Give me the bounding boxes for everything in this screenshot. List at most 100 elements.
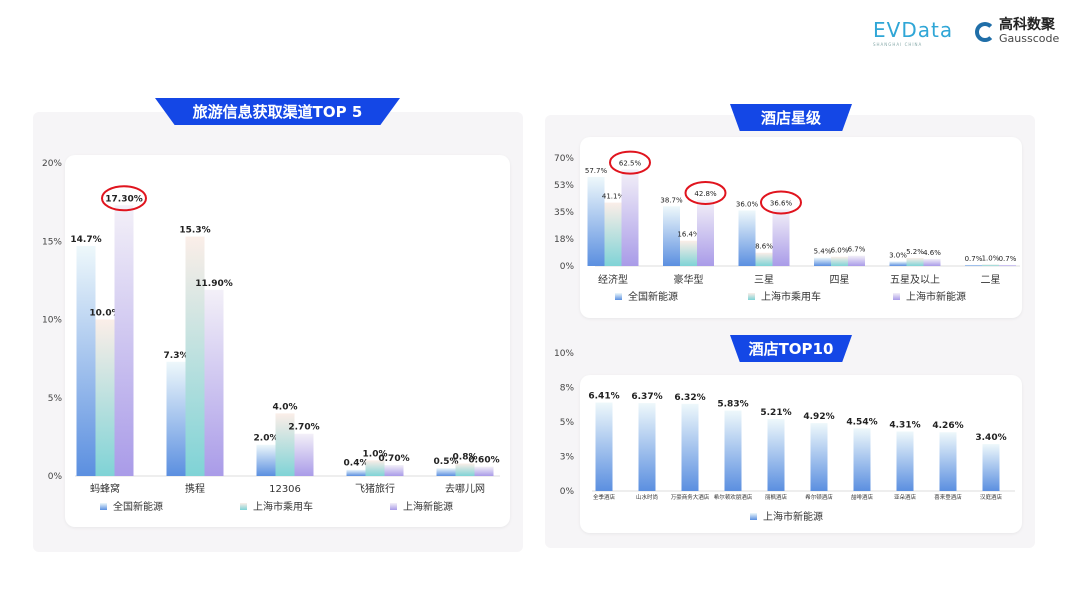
bar <box>831 256 848 266</box>
category-label: 二星 <box>981 274 1001 286</box>
data-label: 41.1% <box>602 193 625 201</box>
data-label: 62.5% <box>619 160 642 168</box>
data-label: 3.0% <box>889 251 907 259</box>
data-label: 4.26% <box>932 421 963 431</box>
bar <box>681 403 699 491</box>
bar <box>999 264 1016 266</box>
bar <box>939 432 957 491</box>
category-label: 万豪商务大酒店 <box>671 493 710 501</box>
category-label: 经济型 <box>598 273 628 286</box>
bar <box>982 444 1000 491</box>
bar <box>772 209 790 266</box>
y-tick-label: 15% <box>42 237 62 247</box>
bar <box>185 236 205 476</box>
category-label: 五星及以上 <box>890 274 940 286</box>
data-label: 7.3% <box>164 351 189 361</box>
data-label: 42.8% <box>694 190 717 198</box>
data-label: 0.5% <box>434 457 459 467</box>
bar <box>638 403 656 491</box>
bar <box>889 261 907 266</box>
bar <box>680 240 697 266</box>
data-label: 0.8% <box>453 452 478 462</box>
hotel-star-card <box>580 137 1022 318</box>
bar <box>114 205 134 476</box>
data-label: 16.4% <box>677 231 700 239</box>
bar <box>923 258 941 266</box>
bar <box>621 169 639 266</box>
data-label: 6.41% <box>588 392 619 402</box>
bar <box>294 433 314 476</box>
data-label: 1.0% <box>982 254 1000 262</box>
bar <box>166 361 186 476</box>
bar <box>436 468 456 476</box>
y-tick-label: 10% <box>554 349 574 359</box>
category-label: 希尔顿欢朋酒店 <box>714 493 753 501</box>
data-label: 0.60% <box>468 456 499 466</box>
category-label: 携程 <box>185 482 205 495</box>
data-label: 2.70% <box>288 423 319 433</box>
category-label: 12306 <box>269 484 301 495</box>
bar <box>906 257 924 266</box>
hotel-top10-title: 酒店TOP10 <box>730 335 852 362</box>
y-tick-label: 20% <box>42 159 62 169</box>
legend-label: 上海市乘用车 <box>253 500 313 513</box>
bar <box>346 469 366 476</box>
highlight-circle <box>609 150 651 175</box>
gausscode-logo-en: Gausscode <box>999 32 1060 45</box>
data-label: 57.7% <box>585 167 608 175</box>
legend-swatch <box>390 503 397 510</box>
bar <box>256 444 276 476</box>
data-label: 4.0% <box>273 402 298 412</box>
data-label: 14.7% <box>70 235 101 245</box>
legend-swatch <box>615 293 622 300</box>
data-label: 6.0% <box>831 247 849 255</box>
data-label: 4.92% <box>803 412 834 422</box>
category-label: 汉庭酒店 <box>980 493 1003 501</box>
data-label: 8.6% <box>755 243 773 251</box>
bar <box>474 466 494 476</box>
bar <box>810 423 828 491</box>
highlight-circle <box>101 185 147 212</box>
legend-label: 上海市新能源 <box>763 510 823 523</box>
data-label: 0.70% <box>378 454 409 464</box>
bar <box>767 419 785 491</box>
data-label: 5.4% <box>814 248 832 256</box>
data-label: 6.32% <box>674 393 705 403</box>
data-label: 3.40% <box>975 433 1006 443</box>
y-tick-label: 0% <box>560 487 575 497</box>
y-tick-label: 8% <box>560 384 575 394</box>
data-label: 6.37% <box>631 392 662 402</box>
y-tick-label: 10% <box>42 316 62 326</box>
legend-swatch <box>748 293 755 300</box>
data-label: 4.54% <box>846 417 877 427</box>
data-label: 0.7% <box>965 255 983 263</box>
hotel-star-title: 酒店星级 <box>730 104 852 131</box>
highlight-circle <box>760 190 802 215</box>
y-tick-label: 35% <box>554 208 574 218</box>
category-label: 亚朵酒店 <box>894 493 917 501</box>
legend-swatch <box>750 513 757 520</box>
data-label: 2.0% <box>254 434 279 444</box>
category-label: 希尔顿酒店 <box>805 493 833 501</box>
category-label: 山水时尚 <box>636 493 658 501</box>
bar <box>365 460 385 476</box>
category-label: 蚂蜂窝 <box>90 482 120 495</box>
channel-title: 旅游信息获取渠道TOP 5 <box>155 98 400 125</box>
bar <box>663 206 680 266</box>
data-label: 0.4% <box>344 459 369 469</box>
bar <box>604 202 622 266</box>
bar <box>204 289 224 476</box>
category-label: 去哪儿网 <box>445 483 485 495</box>
y-tick-label: 18% <box>554 235 574 245</box>
legend-label: 上海市乘用车 <box>761 290 821 303</box>
data-label: 11.90% <box>195 279 233 289</box>
bar <box>896 431 914 491</box>
category-label: 喜来登酒店 <box>934 493 962 501</box>
category-label: 全季酒店 <box>593 493 616 501</box>
bar <box>724 410 742 491</box>
category-label: 豪华型 <box>674 273 704 286</box>
evdata-logo-sub: SHANGHAI CHINA <box>873 42 923 47</box>
data-label: 4.6% <box>923 249 941 257</box>
data-label: 17.30% <box>105 194 143 204</box>
